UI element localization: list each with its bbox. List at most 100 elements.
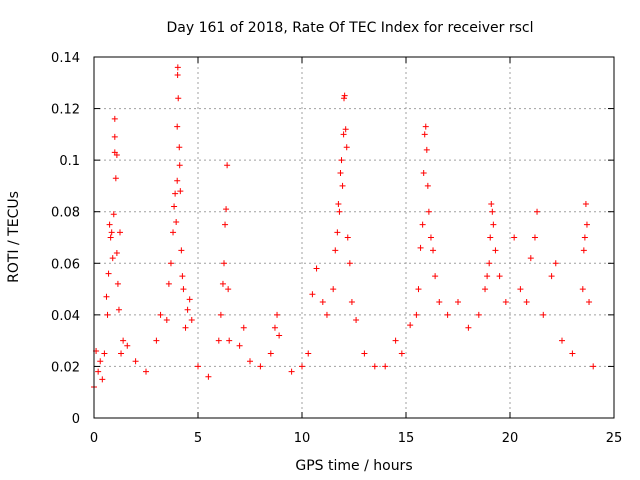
data-point [475,311,482,318]
data-point [271,324,278,331]
data-point [124,342,131,349]
data-point [413,311,420,318]
data-point [486,260,493,267]
data-point [590,363,597,370]
data-point [107,234,114,241]
data-point [371,363,378,370]
data-point [444,311,451,318]
data-point [112,175,119,182]
data-point [247,358,253,365]
data-point [338,157,345,164]
data-point [165,280,172,287]
data-point [117,229,123,236]
data-point [274,311,281,318]
data-point [335,200,342,207]
data-point [582,200,589,207]
data-point [176,162,183,169]
data-point [502,298,509,305]
data-point [552,260,559,267]
data-point [398,350,405,357]
data-point [108,229,115,236]
data-point [407,322,414,329]
data-point [511,234,518,241]
data-point [219,280,226,287]
data-point [527,255,534,262]
data-point [432,273,439,280]
data-point [353,317,360,324]
data-point [257,363,264,370]
data-point [99,376,106,383]
data-point [222,221,229,228]
data-point [332,247,339,254]
data-point [580,247,587,254]
data-point [313,265,320,272]
data-point [569,350,576,357]
data-point [583,221,590,228]
data-point [186,296,193,303]
data-point [103,293,110,300]
data-point [484,273,491,280]
data-point [559,337,565,344]
y-tick-label: 0.12 [51,103,80,118]
data-point [342,126,349,133]
data-point [337,170,344,177]
data-point [343,144,350,151]
data-point [534,208,541,215]
data-point [488,200,495,207]
data-point [221,260,227,267]
data-point [382,363,389,370]
data-point [323,311,330,318]
data-point [240,324,247,331]
plot-frame [93,56,615,419]
data-point [179,273,186,280]
data-point [487,234,494,241]
data-point [113,249,120,256]
data-point [171,203,178,210]
y-tick-label: 0.1 [59,154,80,169]
data-point [540,311,547,318]
x-tick-label: 20 [502,431,519,446]
data-point [339,182,346,189]
data-point [490,221,497,228]
data-point [267,350,274,357]
data-point [340,131,347,138]
data-point [346,260,353,267]
data-point [309,291,316,298]
y-tick-label: 0.06 [51,257,80,272]
data-point [586,298,593,305]
data-point [157,311,164,318]
data-point [421,131,428,138]
data-point [115,306,122,313]
data-point [341,92,348,99]
data-point [415,286,422,293]
y-tick-label: 0.04 [51,309,80,324]
data-point [118,350,125,357]
data-point [236,342,243,349]
data-point [177,188,184,195]
data-point [423,146,430,153]
data-point [113,151,120,158]
data-point [492,247,499,254]
y-tick-labels: 0 0.02 0.04 0.06 0.08 0.1 0.12 0.14 [51,51,80,427]
x-tick-label: 10 [294,431,311,446]
data-point [436,298,443,305]
data-point [330,286,337,293]
data-point [104,311,111,318]
data-point [174,123,181,130]
data-point [95,368,102,375]
data-point [496,273,503,280]
data-point [114,280,121,287]
data-points [91,64,597,391]
x-tick-labels: 0 5 10 15 20 25 [90,431,622,446]
data-point [176,144,183,151]
data-point [341,95,348,102]
data-point [174,72,181,79]
y-tick-label: 0.08 [51,206,80,221]
data-point [427,234,434,241]
data-point [111,115,118,122]
data-point [348,298,355,305]
data-point [288,368,295,375]
y-tick-label: 0.14 [51,51,80,66]
data-point [430,247,437,254]
